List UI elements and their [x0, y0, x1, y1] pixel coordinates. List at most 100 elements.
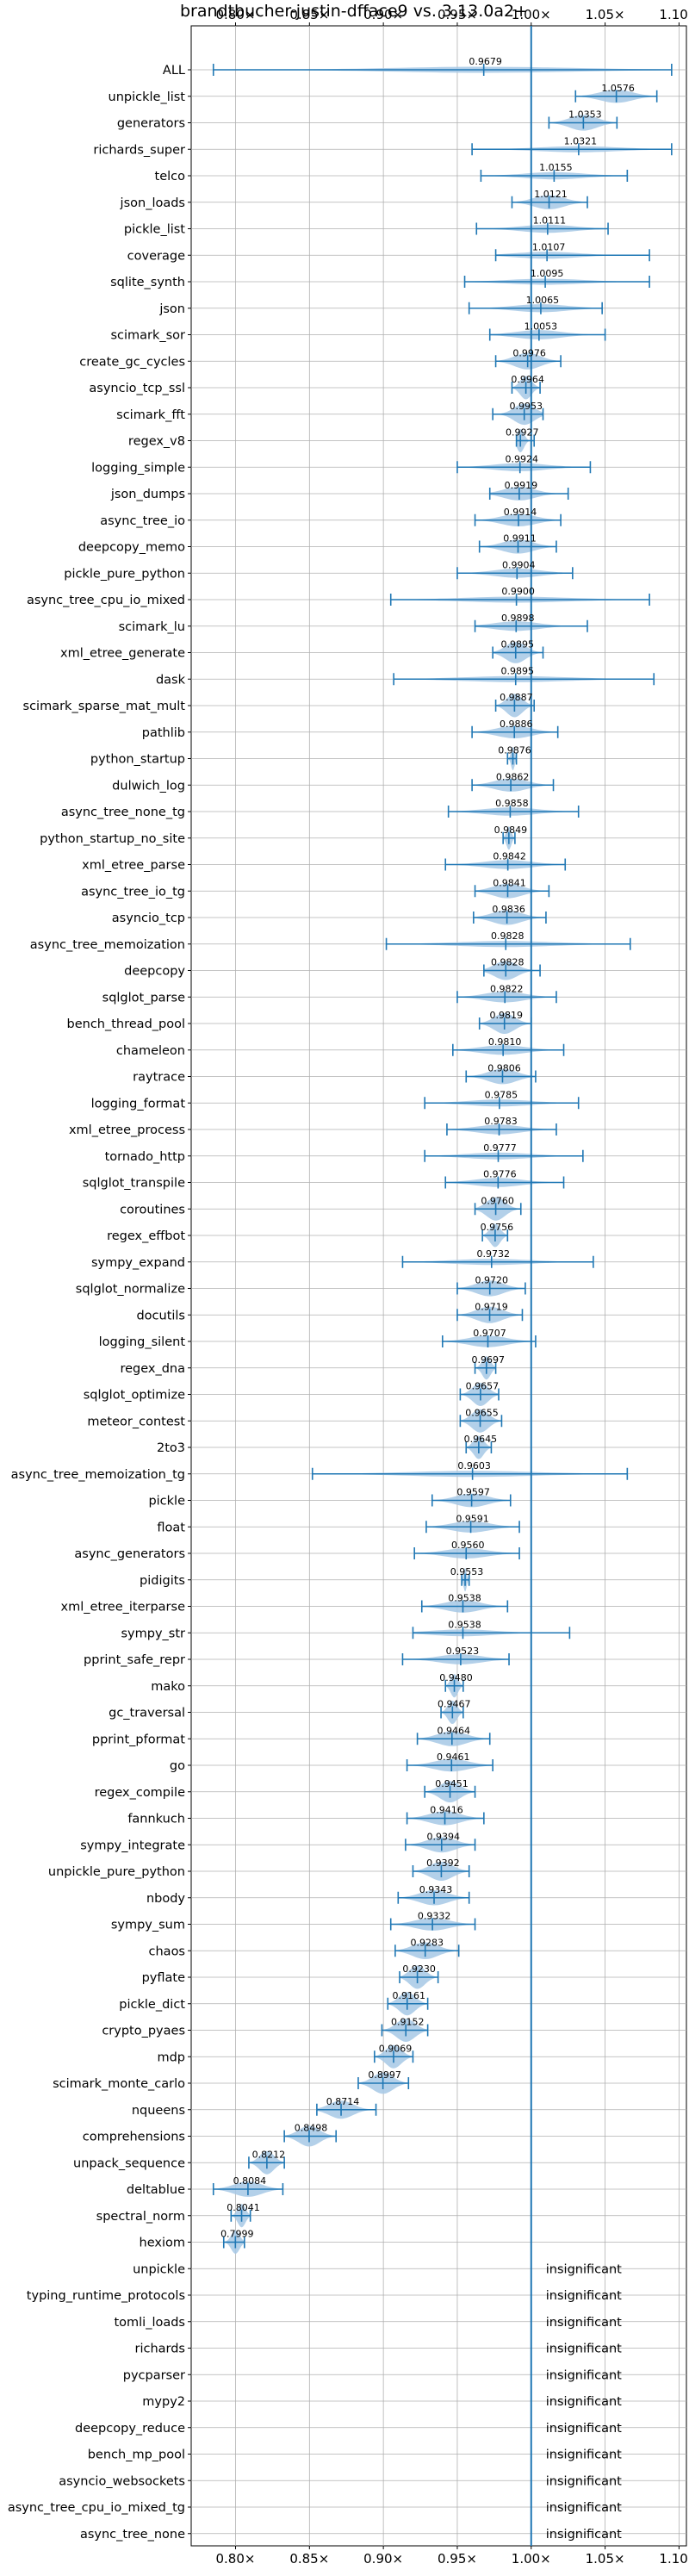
category-label: richards_super	[93, 143, 185, 157]
insignificant-label: insignificant	[546, 2474, 622, 2488]
category-label: asyncio_websockets	[59, 2474, 185, 2488]
x-tick-label-top: 1.05×	[586, 7, 625, 22]
category-label: pidigits	[140, 1574, 185, 1588]
value-label: 0.8498	[295, 2123, 328, 2134]
value-label: 0.9822	[490, 983, 524, 994]
value-label: 0.9679	[469, 56, 502, 67]
value-label: 0.9828	[491, 930, 525, 942]
value-label: 0.9480	[439, 1672, 473, 1683]
category-label: xml_etree_parse	[82, 859, 185, 873]
value-label: 0.9603	[457, 1460, 491, 1472]
category-label: unpickle_pure_python	[48, 1865, 185, 1879]
value-label: 0.9343	[419, 1884, 453, 1895]
category-label: comprehensions	[83, 2131, 185, 2144]
value-label: 0.8084	[233, 2175, 267, 2187]
category-label: async_tree_memoization_tg	[11, 1468, 185, 1482]
category-label: regex_effbot	[107, 1229, 185, 1243]
category-label: unpickle_list	[109, 90, 186, 104]
value-label: 0.9858	[495, 798, 529, 809]
category-label: async_tree_io	[100, 514, 185, 528]
insignificant-label: insignificant	[546, 2528, 622, 2542]
category-label: chaos	[149, 1944, 185, 1958]
category-label: regex_compile	[95, 1786, 185, 1800]
category-label: fannkuch	[127, 1813, 185, 1826]
category-label: xml_etree_process	[69, 1123, 185, 1137]
value-label: 0.8041	[227, 2202, 260, 2213]
category-label: sympy_sum	[111, 1919, 185, 1932]
category-label: logging_silent	[99, 1335, 186, 1349]
category-label: crypto_pyaes	[102, 2025, 185, 2038]
value-label: 0.9538	[448, 1619, 481, 1630]
value-label: 0.9895	[501, 639, 535, 650]
value-label: 0.9332	[418, 1911, 451, 1922]
category-label: scimark_sparse_mat_mult	[23, 700, 186, 713]
value-label: 1.0321	[564, 135, 598, 146]
category-label: python_startup_no_site	[40, 832, 185, 846]
value-label: 0.9806	[487, 1063, 521, 1074]
value-label: 0.9964	[511, 374, 544, 385]
value-label: 0.9720	[475, 1275, 508, 1286]
category-label: hexiom	[140, 2237, 185, 2250]
category-label: pickle_dict	[119, 1998, 185, 2012]
category-label: scimark_fft	[116, 408, 185, 422]
category-label: bench_thread_pool	[67, 1017, 185, 1031]
category-label: pprint_pformat	[92, 1733, 185, 1746]
category-label: pyflate	[142, 1971, 185, 1985]
insignificant-label: insignificant	[546, 2448, 622, 2462]
category-label: raytrace	[133, 1071, 185, 1085]
value-label: 0.9876	[498, 745, 531, 756]
category-label: mdp	[157, 2050, 185, 2064]
insignificant-label: insignificant	[546, 2395, 622, 2409]
category-label: logging_format	[91, 1097, 186, 1111]
x-tick-label-top: 0.80×	[216, 7, 256, 22]
error-bar-layer	[212, 64, 673, 2249]
category-label: 2to3	[157, 1441, 185, 1455]
x-tick-label-top: 0.95×	[438, 7, 477, 22]
category-label: sqlite_synth	[110, 276, 185, 289]
category-label: deepcopy_reduce	[75, 2422, 185, 2436]
value-label: 0.9776	[483, 1169, 517, 1180]
value-label: 1.0065	[526, 295, 560, 306]
category-label: scimark_lu	[119, 620, 185, 634]
value-label: 0.8997	[368, 2069, 401, 2081]
category-label: xml_etree_iterparse	[61, 1601, 186, 1615]
x-tick-layer: 0.80× 0.80× 0.85× 0.85× 0.90× 0.90× 0.95× 0.95×…	[188, 7, 689, 2567]
value-label: 0.9597	[456, 1487, 490, 1498]
value-label: 0.9756	[481, 1222, 514, 1233]
value-label: 0.9785	[485, 1089, 518, 1100]
category-label: sqlglot_transpile	[83, 1177, 185, 1191]
insignificant-label: insignificant	[546, 2422, 622, 2436]
category-label: spectral_norm	[96, 2210, 185, 2224]
value-label: 0.9152	[391, 2017, 425, 2028]
x-tick-label-top: 0.90×	[363, 7, 403, 22]
value-label: 0.9732	[477, 1248, 511, 1260]
value-label: 0.9783	[484, 1116, 518, 1127]
category-label: deltablue	[127, 2183, 185, 2197]
category-label: sympy_integrate	[80, 1839, 185, 1852]
value-label-layer: 0.9679 1.0576 1.0353 1.0321 1.0155 1.0121 1.01…	[220, 56, 635, 2542]
value-label: 0.9924	[505, 453, 538, 464]
category-label: bench_mp_pool	[88, 2448, 185, 2462]
category-label: deepcopy	[124, 965, 185, 979]
value-label: 0.9900	[501, 586, 535, 597]
value-label: 0.7999	[220, 2229, 254, 2240]
x-tick-label-top: 1.10×	[659, 7, 689, 22]
category-label: docutils	[136, 1309, 185, 1322]
category-label: async_tree_cpu_io_mixed	[27, 594, 185, 607]
insignificant-label: insignificant	[546, 2343, 622, 2356]
violin-layer	[213, 66, 672, 2254]
category-label: pprint_safe_repr	[84, 1653, 185, 1667]
value-label: 1.0121	[534, 189, 568, 200]
value-label: 0.9283	[410, 1937, 444, 1948]
value-label: 0.9697	[472, 1354, 506, 1366]
value-label: 0.9828	[491, 957, 525, 968]
value-label: 0.9069	[379, 2043, 413, 2054]
insignificant-label: insignificant	[546, 2289, 622, 2303]
value-label: 0.9927	[506, 427, 539, 439]
value-label: 0.9655	[465, 1407, 499, 1418]
value-label: 0.9911	[503, 533, 537, 544]
value-label: 0.9886	[500, 719, 533, 730]
value-label: 0.9953	[509, 401, 543, 412]
category-label: typing_runtime_protocols	[27, 2289, 185, 2303]
